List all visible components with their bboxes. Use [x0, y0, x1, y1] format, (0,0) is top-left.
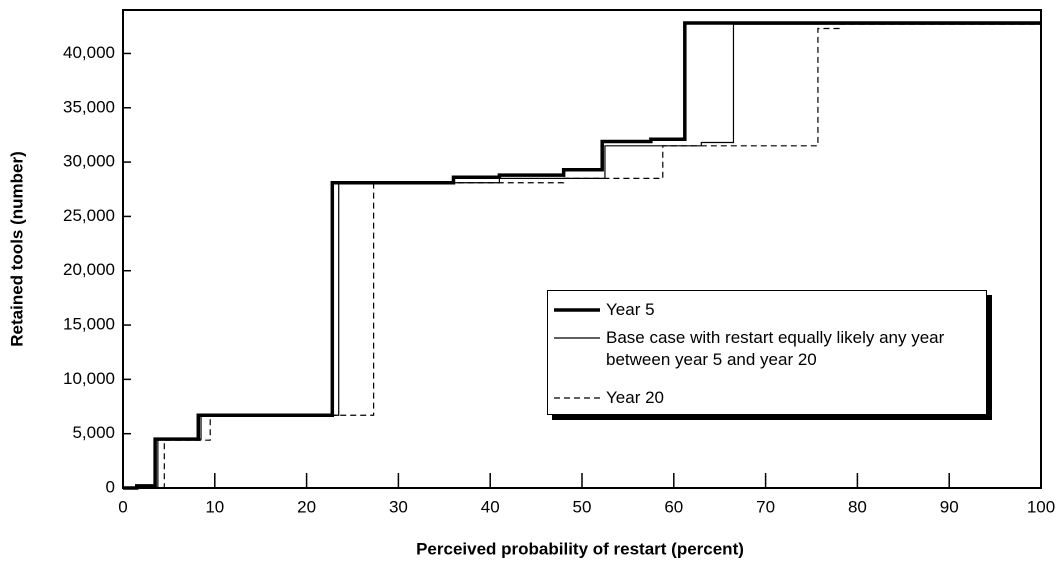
y-axis-title: Retained tools (number): [7, 151, 26, 347]
x-tick-label: 60: [664, 497, 683, 516]
legend-swatch: [554, 397, 600, 399]
legend-swatch: [554, 337, 600, 339]
y-tick-label: 5,000: [72, 423, 115, 442]
y-tick-label: 35,000: [63, 97, 115, 116]
x-tick-label: 90: [940, 497, 959, 516]
x-tick-label: 100: [1027, 497, 1055, 516]
legend-label: Year 5: [606, 300, 655, 319]
step-line: [123, 21, 1041, 490]
x-tick-label: 40: [481, 497, 500, 516]
x-tick-label: 80: [848, 497, 867, 516]
legend-label: Base case with restart equally likely an…: [606, 328, 945, 369]
y-tick-label: 40,000: [63, 43, 115, 62]
step-line: [123, 23, 1041, 489]
x-tick-label: 30: [389, 497, 408, 516]
y-tick-label: 25,000: [63, 206, 115, 225]
x-tick-label: 0: [118, 497, 127, 516]
y-tick-label: 30,000: [63, 152, 115, 171]
legend-entry: Year 5: [554, 299, 976, 321]
y-tick-label: 20,000: [63, 260, 115, 279]
step-line: [123, 23, 1041, 489]
legend-label: Year 20: [606, 388, 664, 407]
y-tick-label: 15,000: [63, 315, 115, 334]
x-tick-label: 20: [297, 497, 316, 516]
plot-frame: [122, 9, 1042, 489]
legend: Year 5 Base case with restart equally lik…: [547, 290, 987, 415]
legend-entry: Base case with restart equally likely an…: [554, 327, 976, 371]
legend-swatch: [554, 308, 600, 312]
x-tick-label: 10: [205, 497, 224, 516]
x-axis-title: Perceived probability of restart (percen…: [416, 539, 744, 558]
y-tick-label: 0: [106, 477, 115, 496]
x-tick-label: 50: [573, 497, 592, 516]
y-tick-label: 10,000: [63, 369, 115, 388]
x-tick-label: 70: [756, 497, 775, 516]
legend-entry: Year 20: [554, 387, 976, 409]
